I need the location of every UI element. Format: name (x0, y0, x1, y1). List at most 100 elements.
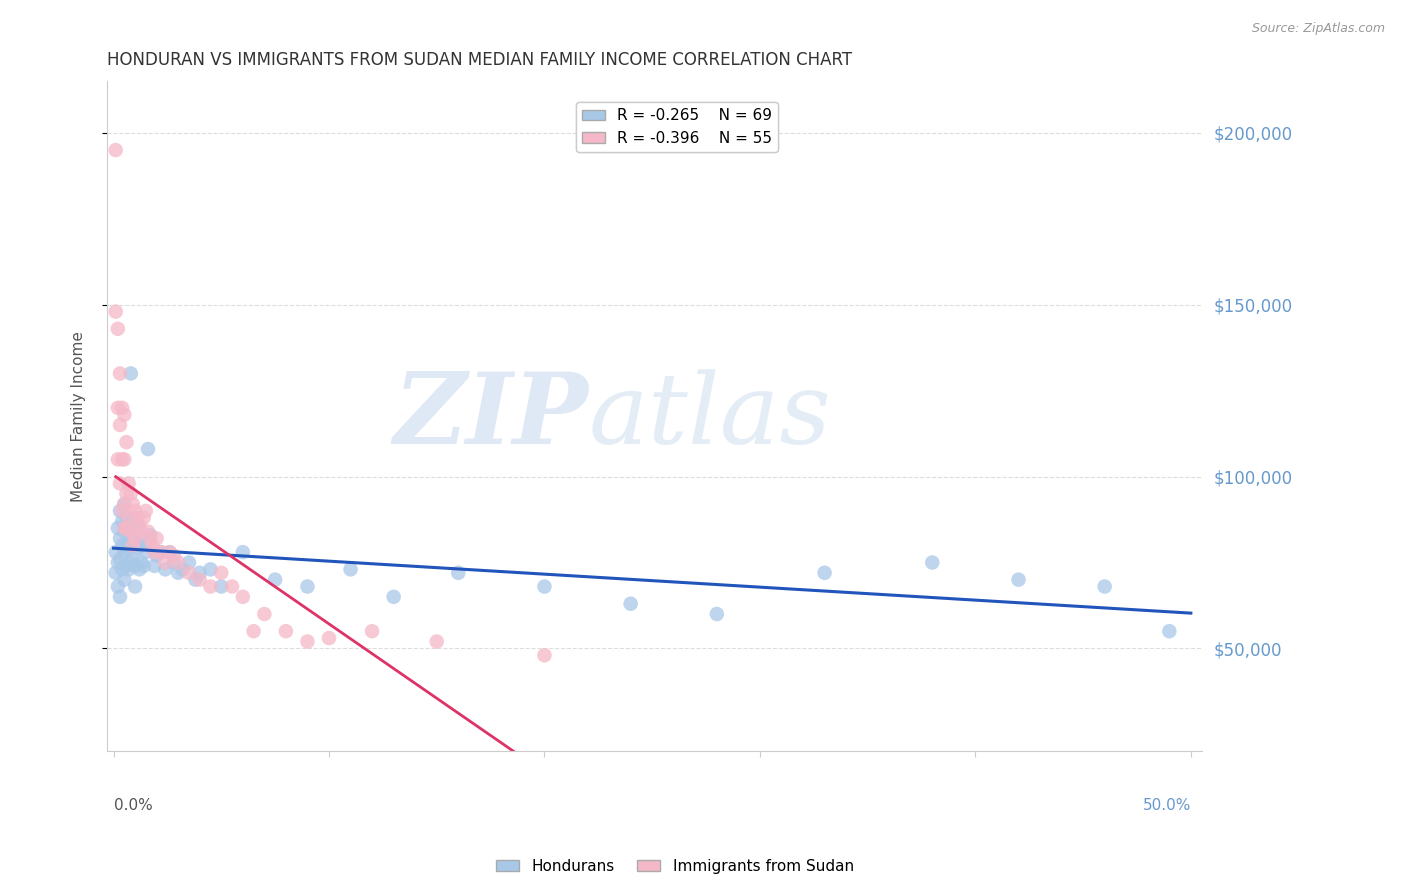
Point (1007, 573, 1029, 587)
Text: atlas: atlas (589, 368, 831, 464)
Point (132, 558, 155, 573)
Point (131, 556, 153, 570)
Point (111, 401, 134, 415)
Point (232, 590, 254, 604)
Point (159, 545, 181, 559)
Point (163, 556, 186, 570)
Point (112, 545, 135, 559)
Point (200, 580, 222, 594)
Point (139, 528, 162, 542)
Point (115, 487, 138, 501)
Point (117, 562, 139, 576)
Point (813, 566, 835, 580)
Point (107, 580, 129, 594)
Point (264, 573, 287, 587)
Point (122, 532, 145, 546)
Y-axis label: Median Family Income: Median Family Income (72, 331, 86, 502)
Point (108, 417, 131, 432)
Point (127, 541, 149, 556)
Point (159, 545, 181, 559)
Point (111, 538, 134, 552)
Point (145, 549, 167, 563)
Point (107, 521, 129, 535)
Point (122, 552, 145, 566)
Point (135, 545, 157, 559)
Point (167, 556, 190, 570)
Point (143, 558, 166, 573)
Text: HONDURAN VS IMMIGRANTS FROM SUDAN MEDIAN FAMILY INCOME CORRELATION CHART: HONDURAN VS IMMIGRANTS FROM SUDAN MEDIAN… (107, 51, 852, 69)
Point (122, 510, 145, 524)
Point (132, 510, 155, 524)
Point (124, 504, 146, 518)
Point (120, 521, 142, 535)
Point (112, 408, 135, 422)
Legend: Hondurans, Immigrants from Sudan: Hondurans, Immigrants from Sudan (489, 853, 860, 880)
Point (112, 573, 135, 587)
Point (1094, 580, 1116, 594)
Legend: R = -0.265    N = 69, R = -0.396    N = 55: R = -0.265 N = 69, R = -0.396 N = 55 (575, 103, 778, 153)
Point (143, 545, 166, 559)
Point (120, 367, 142, 381)
Point (124, 532, 146, 546)
Point (426, 634, 449, 648)
Point (120, 556, 142, 570)
Text: 0.0%: 0.0% (114, 798, 152, 814)
Point (127, 517, 149, 532)
Point (297, 580, 319, 594)
Point (145, 532, 167, 546)
Point (620, 597, 643, 611)
Point (108, 532, 131, 546)
Point (172, 562, 194, 576)
Point (127, 510, 149, 524)
Point (382, 590, 405, 604)
Point (111, 562, 134, 576)
Point (297, 634, 319, 648)
Point (112, 497, 135, 511)
Point (131, 532, 153, 546)
Point (921, 556, 943, 570)
Point (128, 562, 150, 576)
Point (120, 487, 142, 501)
Point (177, 566, 200, 580)
Point (108, 552, 131, 566)
Point (184, 573, 207, 587)
Point (124, 580, 146, 594)
Point (120, 524, 142, 539)
Text: ZIP: ZIP (394, 368, 589, 465)
Point (112, 524, 135, 539)
Point (115, 435, 138, 450)
Point (107, 452, 129, 467)
Point (104, 304, 127, 318)
Point (122, 538, 145, 552)
Point (115, 558, 138, 573)
Point (117, 517, 139, 532)
Point (117, 541, 139, 556)
Point (108, 504, 131, 518)
Point (221, 580, 243, 594)
Text: 50.0%: 50.0% (1143, 798, 1191, 814)
Point (163, 549, 186, 563)
Point (112, 497, 135, 511)
Point (124, 558, 146, 573)
Point (128, 538, 150, 552)
Point (209, 580, 232, 594)
Point (274, 624, 297, 639)
Point (253, 607, 276, 621)
Point (111, 452, 134, 467)
Point (188, 566, 211, 580)
Point (136, 442, 159, 456)
Point (188, 573, 211, 587)
Point (131, 524, 153, 539)
Point (209, 566, 232, 580)
Point (155, 562, 177, 576)
Point (339, 562, 361, 576)
Point (124, 538, 146, 552)
Point (141, 541, 163, 556)
Point (200, 562, 222, 576)
Point (111, 504, 134, 518)
Point (136, 524, 159, 539)
Point (117, 510, 139, 524)
Text: Source: ZipAtlas.com: Source: ZipAtlas.com (1251, 22, 1385, 36)
Point (139, 532, 162, 546)
Point (232, 545, 254, 559)
